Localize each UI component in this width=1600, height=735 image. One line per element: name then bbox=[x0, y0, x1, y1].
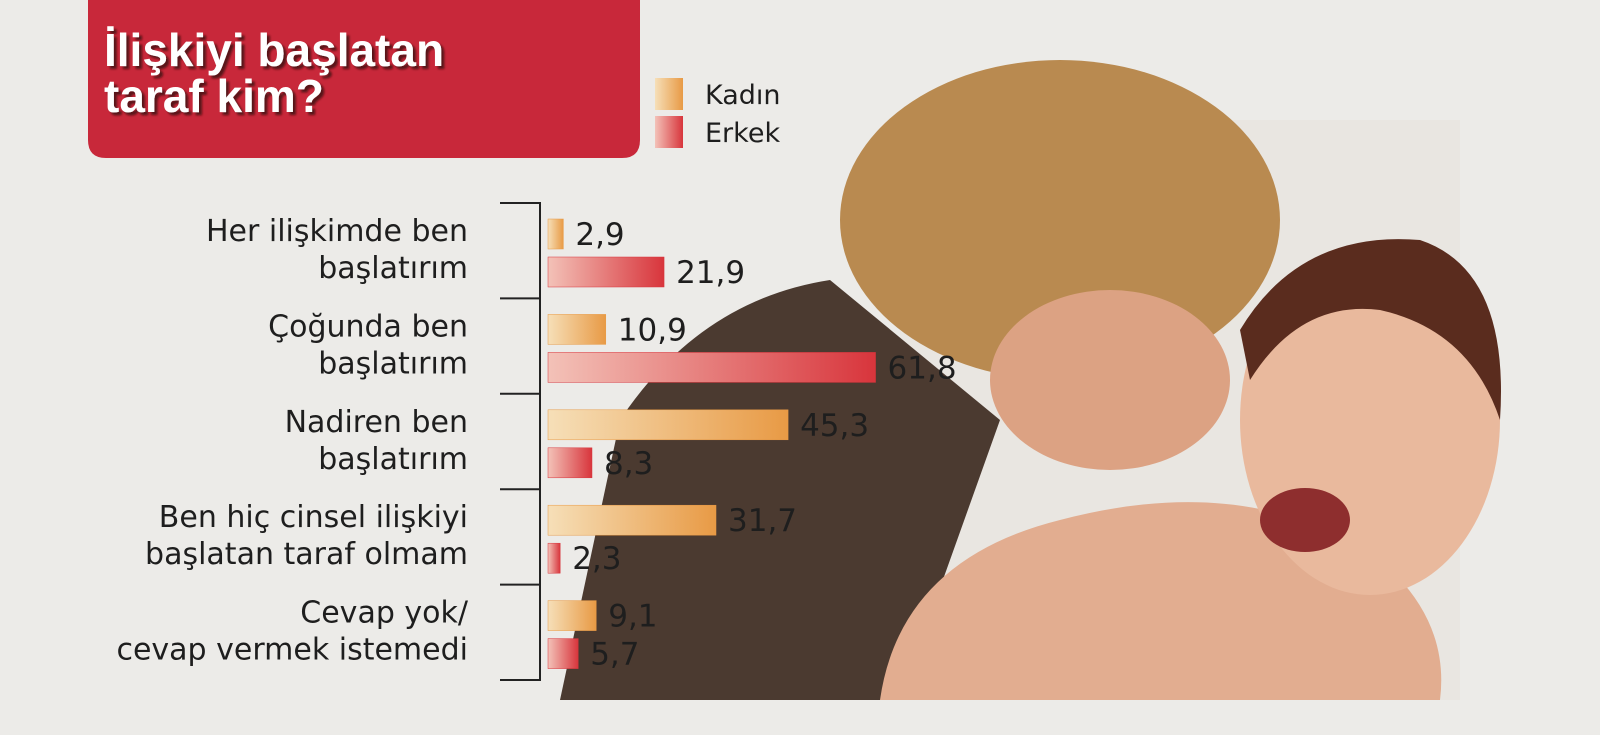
title-box bbox=[88, 0, 640, 158]
category-label: Ben hiç cinsel ilişkiyi başlatan taraf ol… bbox=[145, 500, 468, 572]
legend-swatch bbox=[655, 78, 683, 110]
value-label: 45,3 bbox=[800, 408, 869, 444]
value-label: 2,9 bbox=[575, 217, 624, 253]
bar bbox=[547, 256, 665, 288]
category-label: Çoğunda ben başlatırım bbox=[268, 309, 468, 381]
bar bbox=[547, 542, 561, 574]
bar bbox=[547, 409, 789, 441]
bar bbox=[547, 218, 564, 250]
chart-title: İlişkiyi başlatan taraf kim? bbox=[104, 24, 444, 122]
legend-label: Erkek bbox=[705, 118, 780, 149]
value-label: 61,8 bbox=[888, 350, 957, 386]
bar bbox=[547, 447, 593, 479]
category-label: Her ilişkimde ben başlatırım bbox=[206, 214, 468, 286]
legend-swatch bbox=[655, 116, 683, 148]
bracket bbox=[500, 202, 541, 681]
value-label: 9,1 bbox=[608, 599, 657, 635]
bar bbox=[547, 314, 607, 345]
legend-label: Kadın bbox=[705, 80, 781, 111]
bar bbox=[547, 504, 717, 536]
value-label: 2,3 bbox=[572, 541, 621, 577]
value-label: 31,7 bbox=[728, 503, 797, 539]
category-label: Cevap yok/cevap vermek istemedi bbox=[116, 596, 468, 668]
value-label: 21,9 bbox=[676, 255, 745, 291]
photo bbox=[560, 60, 1501, 700]
bar bbox=[547, 352, 876, 383]
value-label: 5,7 bbox=[590, 637, 639, 673]
value-label: 8,3 bbox=[604, 446, 653, 482]
value-label: 10,9 bbox=[618, 312, 687, 348]
bar bbox=[547, 638, 579, 669]
category-label: Nadiren ben başlatırım bbox=[285, 405, 468, 477]
bar bbox=[547, 600, 597, 631]
